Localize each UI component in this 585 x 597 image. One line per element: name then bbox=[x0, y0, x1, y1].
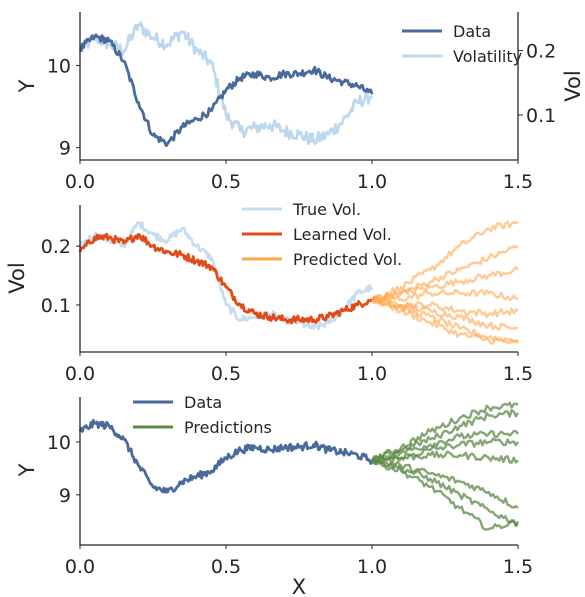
y2-tick-label: 0.2 bbox=[526, 41, 556, 63]
y-axis-label: Y bbox=[15, 463, 39, 477]
y-axis-label: Vol bbox=[5, 262, 29, 293]
y-axis-label: Y bbox=[15, 79, 39, 93]
legend-label: Predicted Vol. bbox=[293, 250, 402, 269]
series-predictions-path bbox=[371, 459, 520, 531]
series-data-line bbox=[78, 33, 374, 148]
series-predictions-path bbox=[371, 437, 520, 464]
y-tick-label: 0.2 bbox=[41, 236, 71, 258]
legend-label: Data bbox=[184, 393, 222, 412]
y-tick-label: 9 bbox=[59, 485, 71, 507]
y-tick-label: 10 bbox=[47, 55, 71, 77]
x-axis-label: X bbox=[292, 575, 306, 597]
x-tick-label: 0.5 bbox=[211, 363, 241, 385]
series-volatility-line bbox=[78, 21, 374, 146]
x-tick-label: 1.0 bbox=[357, 363, 387, 385]
legend-label: Predictions bbox=[184, 418, 272, 437]
series-predicted_vol-path bbox=[371, 220, 519, 301]
x-tick-label: 1.5 bbox=[503, 171, 533, 193]
y-tick-label: 9 bbox=[59, 138, 71, 160]
legend-label: True Vol. bbox=[292, 200, 361, 219]
x-tick-label: 0.0 bbox=[65, 556, 95, 578]
series-predictions-path bbox=[371, 450, 519, 464]
series-predictions-path bbox=[371, 409, 520, 462]
panel-bottom: 0.0 0.5 1.0 1.5 9 10 Y X Data Predictions bbox=[15, 393, 533, 597]
series-learned_vol-line bbox=[78, 232, 374, 325]
y2-tick-label: 0.1 bbox=[526, 105, 556, 127]
series-predicted_vol-path bbox=[371, 266, 519, 301]
x-tick-label: 1.0 bbox=[357, 171, 387, 193]
legend-label: Volatility bbox=[453, 47, 522, 66]
x-tick-label: 0.0 bbox=[65, 171, 95, 193]
x-tick-label: 1.5 bbox=[503, 363, 533, 385]
series-predicted_vol-path bbox=[371, 296, 519, 331]
series-predictions-path bbox=[371, 459, 519, 509]
series-predictions-path bbox=[371, 429, 519, 464]
y2-axis-label: Vol bbox=[561, 70, 585, 101]
x-tick-label: 0.5 bbox=[211, 171, 241, 193]
legend-label: Data bbox=[453, 22, 491, 41]
legend-label: Learned Vol. bbox=[293, 225, 392, 244]
x-tick-label: 1.5 bbox=[503, 556, 533, 578]
panel-middle: 0.0 0.5 1.0 1.5 0.1 0.2 Vol True Vol. Learned … bbox=[5, 200, 533, 385]
x-tick-label: 1.0 bbox=[357, 556, 387, 578]
series-predicted_vol-path bbox=[371, 288, 519, 302]
y-tick-label: 10 bbox=[47, 432, 71, 454]
x-tick-label: 0.5 bbox=[211, 556, 241, 578]
panel-top: 0.0 0.5 1.0 1.5 9 10 0.1 0.2 Y Vol Data Volatili… bbox=[15, 12, 585, 193]
series-predictions-path bbox=[370, 458, 519, 528]
series-data-line bbox=[78, 418, 374, 494]
x-tick-label: 0.0 bbox=[65, 363, 95, 385]
y-tick-label: 0.1 bbox=[41, 295, 71, 317]
series-predicted_vol-path bbox=[371, 297, 519, 345]
